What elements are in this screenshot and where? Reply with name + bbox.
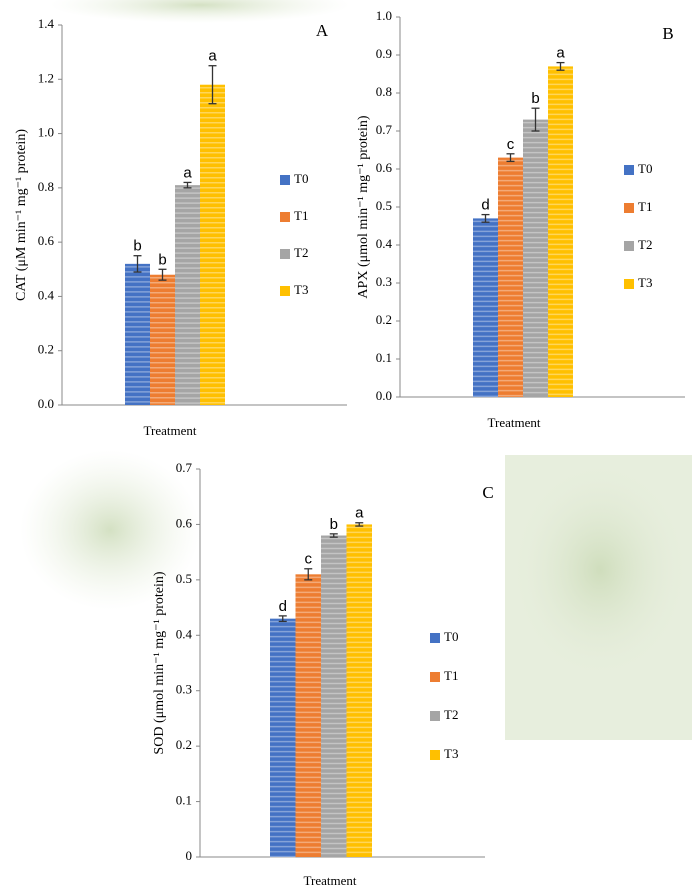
y-tick-label: 0.2 — [376, 312, 392, 327]
significance-letter: a — [355, 505, 364, 522]
x-axis-title: Treatment — [144, 423, 197, 438]
legend-swatch — [624, 165, 634, 175]
legend-label: T1 — [444, 668, 458, 683]
significance-letter: a — [556, 45, 565, 62]
bar — [125, 264, 150, 405]
y-axis-title: APX (μmol min⁻¹ mg⁻¹ protein) — [356, 115, 371, 298]
legend-swatch — [624, 241, 634, 251]
panel-label: B — [662, 24, 673, 43]
y-tick-label: 0.4 — [176, 626, 193, 641]
legend-swatch — [280, 175, 290, 185]
legend-swatch — [430, 750, 440, 760]
y-tick-label: 0.8 — [38, 179, 54, 194]
legend-label: T0 — [294, 171, 308, 186]
y-tick-label: 0.1 — [176, 793, 192, 808]
y-tick-label: 1.4 — [38, 16, 55, 31]
y-tick-label: 0.6 — [176, 515, 193, 530]
background-leaf — [510, 460, 690, 680]
x-axis-title: Treatment — [304, 873, 357, 888]
legend-label: T1 — [294, 208, 308, 223]
legend-swatch — [624, 203, 634, 213]
y-tick-label: 0.2 — [176, 737, 192, 752]
legend-label: T1 — [638, 199, 652, 214]
panel-label: A — [316, 21, 329, 40]
y-tick-label: 0.0 — [38, 396, 54, 411]
significance-letter: a — [183, 164, 192, 181]
legend-label: T3 — [294, 282, 308, 297]
x-axis-title: Treatment — [488, 415, 541, 430]
significance-letter: a — [208, 48, 217, 65]
y-tick-label: 0.0 — [376, 388, 392, 403]
legend-swatch — [280, 249, 290, 259]
y-tick-label: 1.0 — [376, 8, 392, 23]
background-leaf — [50, 0, 350, 23]
background-leaf — [20, 450, 200, 610]
y-tick-label: 0.3 — [176, 682, 192, 697]
y-tick-label: 0 — [186, 848, 193, 863]
significance-letter: c — [305, 551, 313, 568]
legend-swatch — [280, 212, 290, 222]
y-tick-label: 0.2 — [38, 342, 54, 357]
figure: 0.0 0.2 0.4 0.6 0.8 1.0 1.2 1.4 b T0 b T1 a T2 a T3 A CAT… — [0, 0, 692, 891]
y-axis-title: CAT (μM min⁻¹ mg⁻¹ protein) — [14, 129, 29, 301]
bar — [473, 218, 498, 397]
bar — [548, 66, 573, 397]
significance-letter: c — [507, 136, 515, 153]
significance-letter: b — [330, 516, 338, 533]
plots: 0.0 0.2 0.4 0.6 0.8 1.0 1.2 1.4 b T0 b T1 a T2 a T3 A CAT… — [14, 8, 685, 888]
y-axis-title: SOD (μmol min⁻¹ mg⁻¹ protein) — [152, 571, 167, 754]
significance-letter: b — [133, 238, 141, 255]
legend-swatch — [430, 672, 440, 682]
legend-label: T0 — [638, 161, 652, 176]
y-tick-label: 0.5 — [376, 198, 392, 213]
y-tick-label: 0.6 — [376, 160, 393, 175]
legend-label: T2 — [444, 707, 458, 722]
y-tick-label: 1.2 — [38, 70, 54, 85]
significance-letter: b — [531, 90, 539, 107]
y-tick-label: 0.8 — [376, 84, 392, 99]
y-tick-label: 0.3 — [376, 274, 392, 289]
significance-letter: b — [158, 251, 166, 268]
legend-swatch — [280, 286, 290, 296]
legend-swatch — [430, 711, 440, 721]
y-tick-label: 0.7 — [376, 122, 393, 137]
bar — [150, 275, 175, 405]
legend-swatch — [624, 279, 634, 289]
y-tick-label: 0.4 — [38, 287, 55, 302]
legend-label: T0 — [444, 629, 458, 644]
y-tick-label: 0.7 — [176, 460, 193, 475]
y-tick-label: 0.9 — [376, 46, 392, 61]
y-tick-label: 0.4 — [376, 236, 393, 251]
page: {"chart_data": [ {"type": "bar", "panel"… — [0, 0, 692, 891]
significance-letter: d — [279, 598, 287, 615]
legend-label: T3 — [444, 746, 458, 761]
y-tick-label: 0.1 — [376, 350, 392, 365]
legend-swatch — [430, 633, 440, 643]
significance-letter: d — [481, 197, 489, 214]
y-tick-label: 0.5 — [176, 571, 192, 586]
legend-label: T3 — [638, 275, 652, 290]
panel-label: C — [482, 483, 493, 502]
legend-label: T2 — [638, 237, 652, 252]
y-tick-label: 1.0 — [38, 125, 54, 140]
y-tick-label: 0.6 — [38, 233, 55, 248]
legend-label: T2 — [294, 245, 308, 260]
